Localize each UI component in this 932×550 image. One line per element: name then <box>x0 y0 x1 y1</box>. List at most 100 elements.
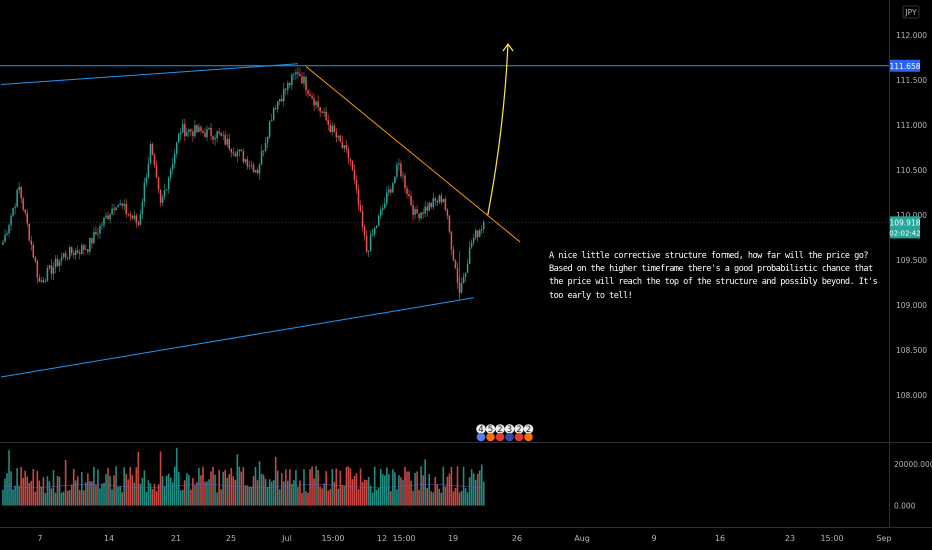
candle-body <box>81 245 83 254</box>
candle-body <box>402 175 404 177</box>
candle-body <box>153 154 156 165</box>
candle-body <box>440 195 443 203</box>
volume-bar <box>147 480 150 506</box>
candle-body <box>101 225 103 227</box>
volume-bar <box>14 485 16 506</box>
volume-bar <box>64 459 67 506</box>
candle-body <box>216 131 218 139</box>
volume-bar <box>388 474 390 506</box>
volume-bar <box>289 469 291 506</box>
candle-body <box>278 99 281 102</box>
candle-body <box>190 129 192 132</box>
candle-body <box>177 134 180 143</box>
volume-bar <box>70 484 73 506</box>
candle-body <box>117 204 119 208</box>
candle-body <box>388 189 390 193</box>
candle-body <box>165 189 168 191</box>
candle-body <box>410 196 412 205</box>
volume-bar <box>143 470 146 506</box>
volume-bar <box>280 473 283 506</box>
candle-body <box>226 138 228 145</box>
candle-body <box>341 141 344 149</box>
candle-body <box>97 233 99 235</box>
candle-body <box>396 164 398 177</box>
candle-body <box>167 177 170 190</box>
volume-bar <box>307 492 309 506</box>
volume-bar <box>448 473 451 506</box>
volume-bar <box>26 476 29 506</box>
volume-bar <box>274 456 277 506</box>
volume-bar <box>270 481 273 506</box>
candle-body <box>242 151 245 162</box>
volume-bar <box>52 470 55 506</box>
volume-bar <box>186 473 188 506</box>
candle-body <box>105 215 107 218</box>
volume-bar <box>268 479 271 506</box>
volume-bar <box>111 489 113 506</box>
volume-bar <box>105 474 107 506</box>
volume-bar <box>272 480 275 506</box>
candle-body <box>327 120 329 125</box>
volume-bar <box>103 482 105 506</box>
candle-body <box>214 138 216 140</box>
candle-body <box>228 138 230 149</box>
event-badge-flag <box>486 432 495 442</box>
volume-bar <box>309 469 311 506</box>
volume-bar <box>113 475 115 506</box>
time-axis[interactable]: 7 14 21 25 Jul 15:00 12 15:00 19 26 Aug 9 16 23 15:00 S… <box>37 534 891 543</box>
candle-body <box>291 74 293 86</box>
candle-body <box>412 204 414 215</box>
candle-body <box>264 142 267 151</box>
candle-body <box>345 144 348 150</box>
candle-body <box>111 208 113 215</box>
candle-body <box>173 153 176 164</box>
volume-bar <box>179 490 182 506</box>
volume-bar <box>482 481 485 506</box>
volume-axis[interactable]: 20000.000 0.000 <box>894 460 932 511</box>
candle-body <box>28 223 31 241</box>
candle-body <box>68 247 71 259</box>
candle-body <box>54 258 57 268</box>
candle-body <box>234 153 237 157</box>
candle-body <box>125 203 127 214</box>
candle-body <box>60 257 63 262</box>
volume-bar <box>24 470 27 506</box>
candle-body <box>194 125 196 137</box>
candle-body <box>295 72 297 75</box>
volume-bar <box>248 486 251 506</box>
candle-body <box>333 125 336 132</box>
volume-bar <box>418 489 420 506</box>
volume-bar <box>412 490 414 506</box>
volume-bar <box>228 473 231 506</box>
candle-body <box>139 214 142 225</box>
volume-bar <box>202 466 204 506</box>
candle-body <box>309 94 311 97</box>
event-badge-top <box>476 424 486 434</box>
candle-body <box>113 208 115 210</box>
candle-body <box>74 250 77 256</box>
volume-bar <box>42 477 45 506</box>
candle-body <box>83 245 85 250</box>
time-tick-label: 16 <box>715 534 725 543</box>
candle-body <box>446 209 449 216</box>
candle-body <box>212 136 214 140</box>
volume-bar <box>240 471 243 506</box>
volume-bar <box>408 471 410 506</box>
candle-body <box>357 189 360 206</box>
candle-body <box>478 229 481 238</box>
event-badge-top <box>485 424 496 434</box>
projection-arrow-head <box>502 42 514 52</box>
candle-body <box>220 133 222 136</box>
candle-body <box>222 134 224 136</box>
volume-bar <box>242 467 245 506</box>
candle-body <box>18 186 20 190</box>
price-axis[interactable]: 108.000 108.500 109.000 109.500 110.000 110.5… <box>889 31 927 400</box>
volume-bar <box>381 473 384 506</box>
volume-bar <box>6 473 8 506</box>
volume-bar <box>198 468 200 506</box>
candle-body <box>404 175 406 189</box>
candle-body <box>262 150 265 152</box>
candle-body <box>301 76 303 84</box>
